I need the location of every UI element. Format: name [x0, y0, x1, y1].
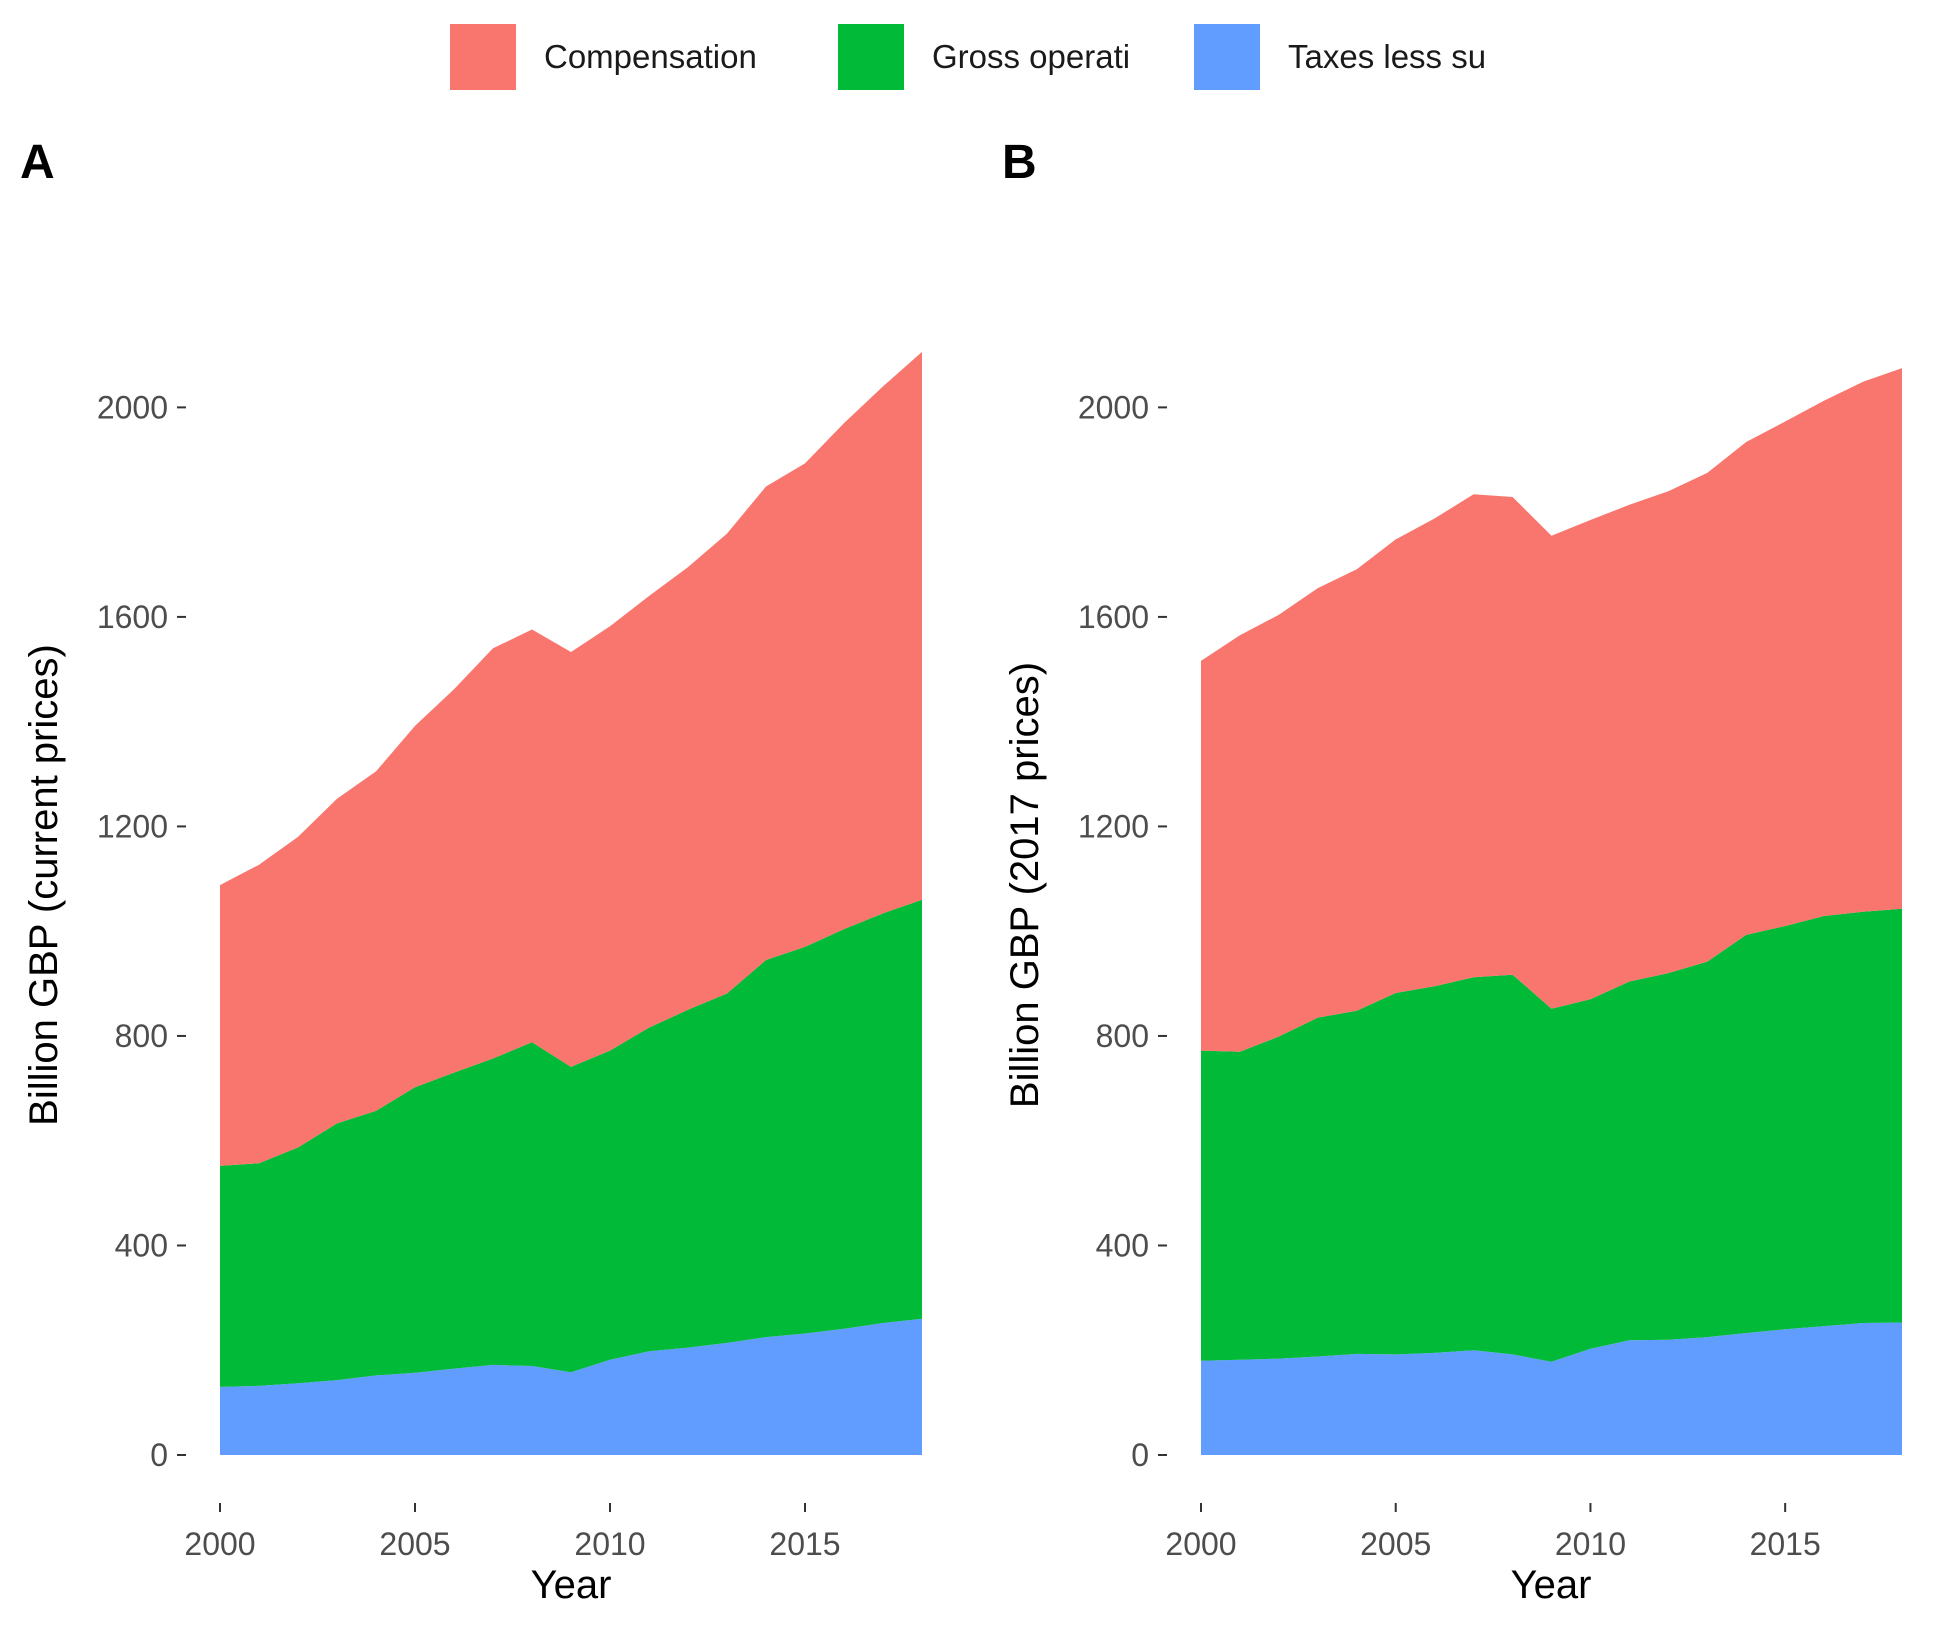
y-tick-label: 0 [150, 1437, 168, 1473]
y-axis-title: Billion GBP (current prices) [22, 644, 66, 1126]
x-tick-label: 2005 [1360, 1526, 1431, 1562]
legend-label-gross-operating: Gross operati [932, 38, 1131, 75]
x-axis-title: Year [531, 1563, 612, 1607]
panel-b-plot: 0 400 800 1200 1600 2000 2000 2005 2010 2015 Year B… [1003, 368, 1902, 1607]
panel-tag-b: B [1002, 136, 1037, 189]
area-taxes-less-su [220, 1318, 922, 1455]
legend: Compensation Gross operati Taxes less su [0, 22, 1937, 92]
x-tick-label: 2015 [769, 1526, 840, 1562]
y-tick-label: 400 [115, 1227, 168, 1263]
legend-swatch-gross-operating [838, 24, 904, 90]
area-compensation [220, 351, 922, 1166]
y-tick-label: 800 [1096, 1018, 1149, 1054]
x-tick-label: 2005 [379, 1526, 450, 1562]
y-tick-label: 800 [115, 1018, 168, 1054]
y-tick-label: 1600 [97, 599, 168, 635]
x-axis-title: Year [1511, 1563, 1592, 1607]
area-compensation [1201, 368, 1902, 1052]
x-tick-label: 2010 [574, 1526, 645, 1562]
area-taxes-less-su [1201, 1322, 1902, 1455]
y-tick-label: 1600 [1078, 599, 1149, 635]
x-tick-label: 2000 [184, 1526, 255, 1562]
x-tick-label: 2015 [1750, 1526, 1821, 1562]
legend-swatch-compensation [450, 24, 516, 90]
y-tick-label: 0 [1131, 1437, 1149, 1473]
panel-tag-a: A [20, 136, 55, 189]
x-tick-label: 2010 [1555, 1526, 1626, 1562]
legend-item-compensation: Compensation [450, 22, 757, 92]
area-gross-operati [1201, 908, 1902, 1362]
y-tick-label: 1200 [1078, 808, 1149, 844]
y-axis-title: Billion GBP (2017 prices) [1003, 662, 1047, 1108]
legend-label-taxes: Taxes less su [1288, 38, 1487, 75]
y-tick-label: 2000 [1078, 389, 1149, 425]
y-tick-label: 400 [1096, 1227, 1149, 1263]
x-tick-label: 2000 [1165, 1526, 1236, 1562]
y-tick-label: 1200 [97, 808, 168, 844]
y-tick-label: 2000 [97, 389, 168, 425]
area-gross-operati [220, 899, 922, 1387]
legend-swatch-taxes [1194, 24, 1260, 90]
legend-item-taxes: Taxes less su [1194, 22, 1486, 92]
legend-label-compensation: Compensation [544, 38, 757, 75]
legend-item-gross-operating: Gross operati [838, 22, 1130, 92]
panel-a-plot: 0 400 800 1200 1600 2000 2000 2005 2010 2015 Year B… [22, 351, 922, 1607]
